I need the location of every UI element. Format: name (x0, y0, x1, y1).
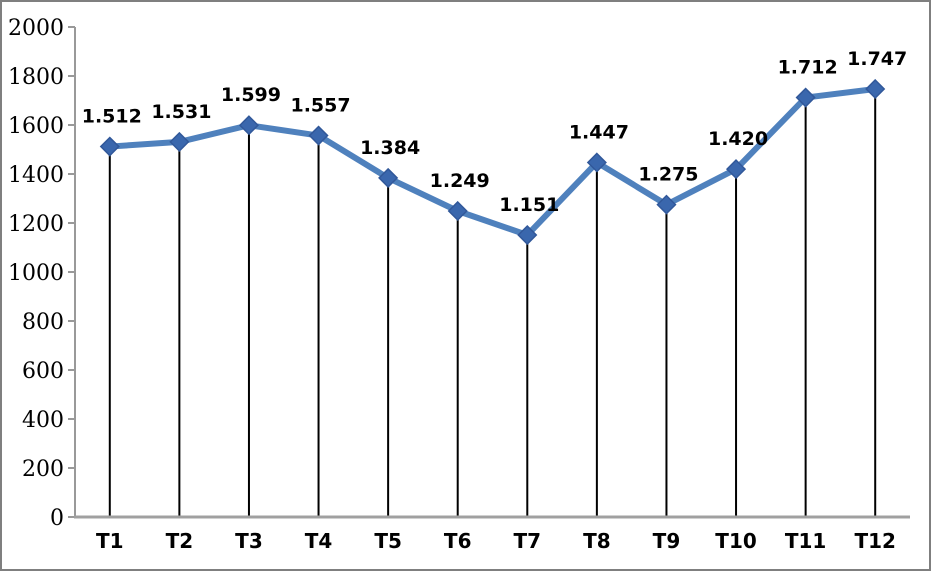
x-axis-category-label: T3 (235, 529, 263, 553)
diamond-marker (99, 136, 120, 157)
y-axis-tick-label: 800 (22, 310, 64, 335)
data-label: 1.599 (221, 84, 281, 106)
x-axis-category-label: T5 (374, 529, 402, 553)
data-label: 1.275 (638, 164, 698, 186)
diamond-marker (725, 159, 747, 180)
diamond-marker (586, 152, 607, 173)
data-label: 1.447 (569, 121, 629, 143)
y-axis-tick-label: 1000 (8, 261, 64, 286)
x-axis-category-label: T9 (653, 529, 681, 553)
series-line (106, 85, 879, 239)
y-axis-tick-label: 1600 (8, 114, 64, 139)
diamond-marker (238, 115, 260, 136)
y-axis-tick-label: 600 (22, 359, 64, 384)
data-label: 1.384 (360, 137, 420, 159)
y-axis-tick-label: 1400 (8, 163, 64, 188)
x-axis-category-label: T2 (166, 529, 194, 553)
y-axis-tick-label: 400 (22, 408, 64, 433)
y-axis-tick-label: 2000 (8, 16, 64, 41)
diamond-marker (865, 78, 886, 100)
y-axis-tick-label: 200 (22, 457, 64, 482)
x-axis-category-label: T1 (96, 529, 124, 553)
x-axis-category-label: T4 (305, 529, 333, 553)
data-label: 1.249 (430, 170, 490, 192)
diamond-marker (795, 87, 816, 108)
x-axis-category-label: T11 (785, 529, 826, 553)
data-label: 1.151 (499, 194, 559, 216)
diamond-marker (169, 131, 190, 152)
data-label: 1.557 (290, 95, 350, 117)
diamond-marker (378, 167, 399, 188)
data-label: 1.712 (778, 57, 838, 79)
data-label: 1.512 (82, 106, 142, 128)
data-label: 1.747 (847, 48, 907, 70)
x-axis-category-label: T12 (854, 529, 895, 553)
x-axis-category-label: T6 (444, 529, 472, 553)
data-label: 1.531 (151, 101, 211, 123)
diamond-marker (447, 200, 468, 222)
diamond-marker (656, 194, 677, 215)
y-axis-tick-label: 1200 (8, 212, 64, 237)
y-axis-tick-label: 0 (50, 506, 64, 531)
diamond-marker (308, 125, 329, 146)
y-axis-tick-label: 1800 (8, 65, 64, 90)
x-axis-category-label: T7 (514, 529, 542, 553)
x-axis-category-label: T8 (583, 529, 611, 553)
diamond-marker (517, 224, 538, 246)
x-axis-category-label: T10 (715, 529, 756, 553)
data-label: 1.420 (708, 128, 768, 150)
